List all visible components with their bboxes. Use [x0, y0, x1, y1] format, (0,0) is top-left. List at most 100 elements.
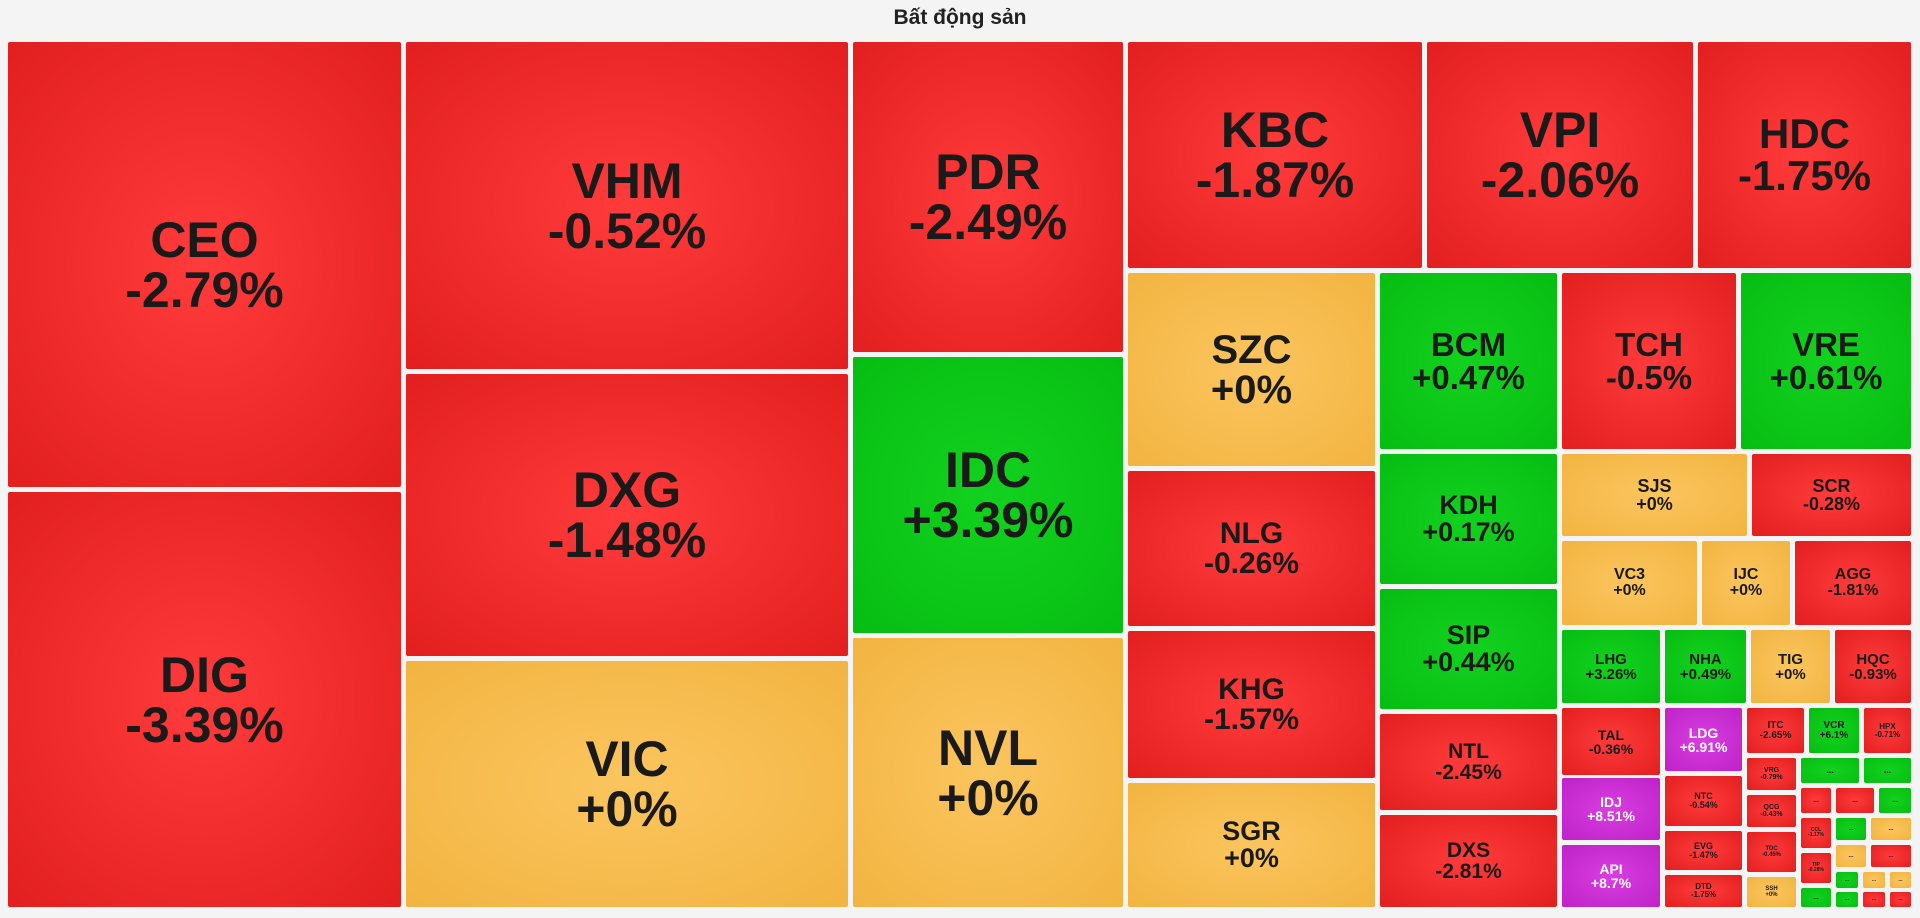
tile-symbol: CCL [1810, 827, 1822, 833]
tile-collapsed[interactable]: ... [1864, 758, 1911, 783]
tile-collapsed[interactable]: ... [1871, 845, 1911, 867]
tile-vhm[interactable]: VHM -0.52% [406, 42, 848, 369]
tile-symbol: SZC [1211, 327, 1292, 372]
tile-collapsed[interactable]: ... [1801, 758, 1859, 783]
tile-collapsed[interactable]: ... [1836, 892, 1858, 907]
tile-collapsed[interactable]: ... [1879, 788, 1911, 813]
tile-itc[interactable]: ITC -2.65% [1747, 708, 1804, 753]
tile-symbol: KHG [1218, 672, 1285, 706]
tile-collapsed[interactable]: ... [1801, 888, 1831, 907]
tile-collapsed[interactable]: ... [1836, 872, 1858, 888]
tile-scr[interactable]: SCR -0.28% [1752, 454, 1911, 536]
tile-symbol: IJC [1733, 566, 1759, 583]
tile-symbol: CEO [150, 211, 259, 268]
tile-kdh[interactable]: KDH +0.17% [1380, 454, 1557, 584]
tile-agg[interactable]: AGG -1.81% [1795, 541, 1911, 625]
tile-ntl[interactable]: NTL -2.45% [1380, 714, 1557, 810]
tile-sjs[interactable]: SJS +0% [1562, 454, 1747, 536]
tile-collapsed-label: ... [1883, 765, 1892, 775]
tile-ijc[interactable]: IJC +0% [1702, 541, 1790, 625]
tile-symbol: AGG [1834, 566, 1872, 583]
tile-change: +0% [937, 769, 1039, 826]
tile-nha[interactable]: NHA +0.49% [1665, 630, 1746, 703]
tile-symbol: HDC [1759, 110, 1850, 157]
tile-change: +0.44% [1422, 647, 1515, 677]
tile-change: +0% [1636, 494, 1673, 514]
tile-ccl[interactable]: CCL -1.17% [1801, 818, 1831, 848]
tile-nvl[interactable]: NVL +0% [853, 638, 1123, 907]
tile-vre[interactable]: VRE +0.61% [1741, 273, 1911, 449]
tile-szc[interactable]: SZC +0% [1128, 273, 1375, 466]
tile-symbol: SJS [1637, 476, 1672, 496]
tile-hpx[interactable]: HPX -0.71% [1864, 708, 1911, 753]
tile-change: -0.43% [1760, 811, 1783, 818]
tile-idj[interactable]: IDJ +8.51% [1562, 778, 1660, 840]
tile-nlg[interactable]: NLG -0.26% [1128, 471, 1375, 626]
tile-collapsed[interactable]: ... [1890, 872, 1911, 888]
tile-change: -0.93% [1849, 665, 1897, 683]
tile-symbol: SGR [1222, 816, 1281, 846]
tile-evg[interactable]: EVG -1.47% [1665, 831, 1742, 870]
tile-sgr[interactable]: SGR +0% [1128, 783, 1375, 907]
tile-vcr[interactable]: VCR +6.1% [1809, 708, 1859, 753]
tile-collapsed[interactable]: ... [1836, 788, 1874, 813]
tile-hqc[interactable]: HQC -0.93% [1835, 630, 1911, 703]
tile-collapsed[interactable]: ... [1863, 872, 1885, 888]
tile-dxs[interactable]: DXS -2.81% [1380, 815, 1557, 907]
tile-symbol: LDG [1688, 724, 1719, 741]
tile-collapsed-label: ... [1888, 853, 1894, 859]
tile-dig[interactable]: DIG -3.39% [8, 492, 401, 907]
tile-sip[interactable]: SIP +0.44% [1380, 589, 1557, 709]
tile-vpi[interactable]: VPI -2.06% [1427, 42, 1693, 268]
tile-kbc[interactable]: KBC -1.87% [1128, 42, 1422, 268]
tile-symbol: TIP [1812, 862, 1820, 868]
tile-change: +0% [1775, 665, 1806, 683]
tile-collapsed-label: ... [1871, 876, 1877, 883]
tile-vic[interactable]: VIC +0% [406, 661, 848, 907]
tile-idc[interactable]: IDC +3.39% [853, 357, 1123, 633]
tile-tal[interactable]: TAL -0.36% [1562, 708, 1660, 775]
tile-change: -3.39% [125, 696, 284, 753]
tile-tch[interactable]: TCH -0.5% [1562, 273, 1736, 449]
tile-hdc[interactable]: HDC -1.75% [1698, 42, 1911, 268]
tile-change: +0% [1765, 892, 1778, 898]
tile-tdc[interactable]: TDC -0.45% [1747, 832, 1796, 872]
tile-change: -1.47% [1689, 849, 1718, 860]
tile-api[interactable]: API +8.7% [1562, 845, 1660, 907]
tile-change: -0.52% [547, 202, 707, 259]
tile-change: +0% [1729, 582, 1763, 599]
tile-symbol: VRG [1763, 767, 1780, 774]
tile-symbol: QCG [1763, 804, 1780, 811]
tile-dxg[interactable]: DXG -1.48% [406, 374, 848, 656]
tile-tig[interactable]: TIG +0% [1751, 630, 1830, 703]
tile-collapsed[interactable]: ... [1836, 818, 1866, 840]
tile-change: -2.06% [1480, 152, 1640, 208]
tile-collapsed-label: ... [1848, 853, 1854, 859]
tile-collapsed[interactable]: ... [1871, 818, 1911, 840]
tile-collapsed[interactable]: ... [1863, 892, 1885, 907]
tile-ssh[interactable]: SSH +0% [1747, 877, 1796, 907]
tile-collapsed[interactable]: ... [1890, 892, 1911, 907]
tile-collapsed[interactable]: ... [1801, 788, 1831, 813]
tile-tip[interactable]: TIP -0.28% [1801, 853, 1831, 883]
tile-symbol: VCR [1823, 719, 1845, 731]
tile-collapsed-label: ... [1848, 826, 1854, 832]
tile-qcg[interactable]: QCG -0.43% [1747, 795, 1796, 827]
tile-dtd[interactable]: DTD -1.75% [1665, 875, 1742, 907]
tile-symbol: NHA [1689, 650, 1722, 668]
tile-vc3[interactable]: VC3 +0% [1562, 541, 1697, 625]
tile-pdr[interactable]: PDR -2.49% [853, 42, 1123, 352]
tile-khg[interactable]: KHG -1.57% [1128, 631, 1375, 778]
tile-lhg[interactable]: LHG +3.26% [1562, 630, 1660, 703]
tile-bcm[interactable]: BCM +0.47% [1380, 273, 1557, 449]
tile-collapsed-label: ... [1826, 765, 1834, 775]
tile-vrg[interactable]: VRG -0.79% [1747, 758, 1796, 790]
tile-change: +3.39% [902, 492, 1074, 548]
tile-change: -0.71% [1874, 729, 1901, 739]
tile-symbol: SSH [1765, 886, 1778, 892]
tile-ceo[interactable]: CEO -2.79% [8, 42, 401, 487]
tile-ntc[interactable]: NTC -0.54% [1665, 776, 1742, 826]
tile-collapsed[interactable]: ... [1836, 845, 1866, 867]
tile-ldg[interactable]: LDG +6.91% [1665, 708, 1742, 771]
tile-change: -1.17% [1808, 832, 1824, 838]
